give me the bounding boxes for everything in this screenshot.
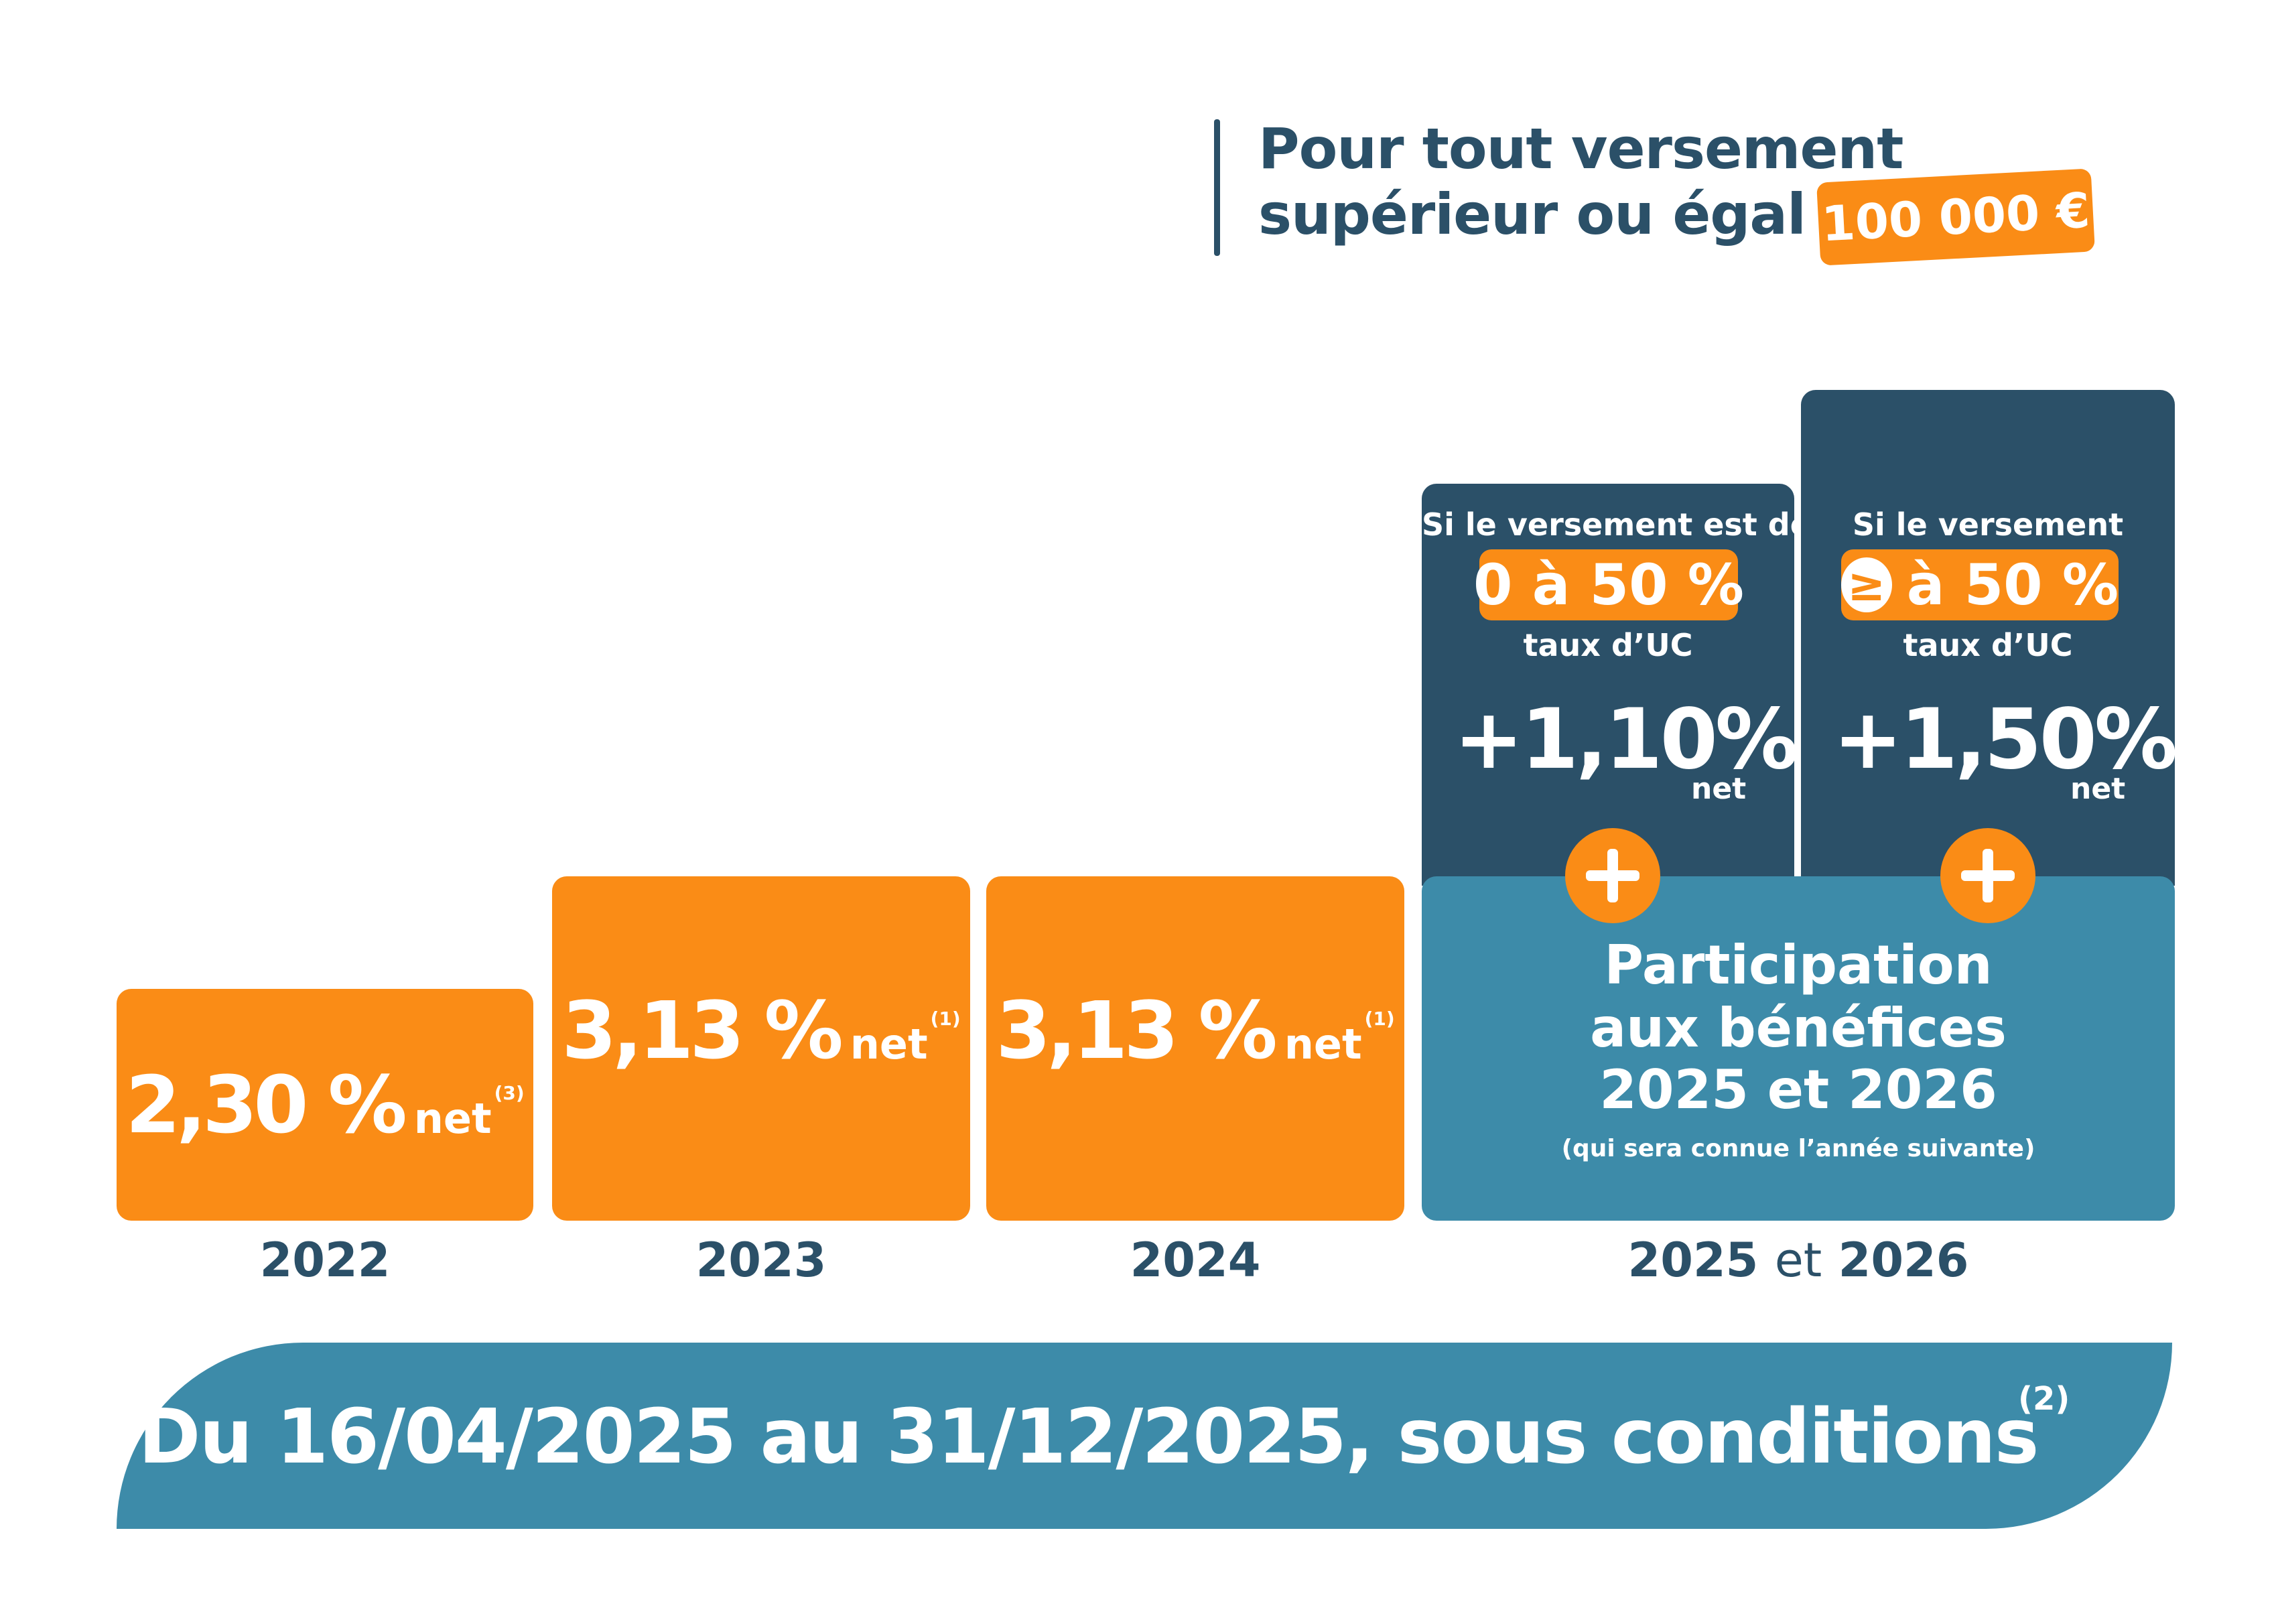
bonus-1-rate: +1,10% <box>1454 691 1798 788</box>
header-amount-badge: 100 000 € <box>1816 168 2095 266</box>
plus-icon <box>1940 828 2035 923</box>
participation-line-1: Participation <box>1604 934 1993 996</box>
header-line-1: Pour tout versement <box>1258 116 1903 182</box>
header-line-2: supérieur ou égal à <box>1258 182 1863 247</box>
bonus-1-uc-label: taux d’UC <box>1523 627 1693 663</box>
year-label-2024: 2024 <box>1130 1233 1261 1288</box>
bar-2023-suffix: net <box>850 1019 928 1069</box>
year-label-2023: 2023 <box>695 1233 827 1288</box>
participation-box: Participation aux bénéfices 2025 et 2026… <box>1422 876 2175 1221</box>
bonus-1-range-pill: 0 à 50 % <box>1473 549 1744 620</box>
bonus-2-rate: +1,50% <box>1833 691 2178 788</box>
bar-2023: 3,13 % net (1) <box>552 876 970 1221</box>
date-banner-text: Du 16/04/2025 au 31/12/2025, sous condit… <box>138 1394 2039 1481</box>
bonus-2-range-text: à 50 % <box>1906 552 2119 618</box>
date-banner <box>117 1343 2172 1529</box>
bonus-1-net: net <box>1691 772 1747 806</box>
participation-note: (qui sera connue l’année suivante) <box>1561 1135 2035 1162</box>
year-label-2025-2026: 2025 et 2026 <box>1591 1233 2006 1288</box>
date-banner-note: (2) <box>2018 1380 2070 1418</box>
bonus-box-0-50: Si le versement est de 0 à 50 % taux d’U… <box>1422 484 1811 886</box>
bar-2023-value: 3,13 % <box>561 984 843 1077</box>
bar-2022-value: 2,30 % <box>125 1059 407 1151</box>
bonus-box-gte-50: Si le versement ≥ à 50 % taux d’UC +1,50… <box>1801 390 2178 886</box>
bar-2024-note: (1) <box>1364 1007 1395 1030</box>
bonus-1-condition: Si le versement est de <box>1422 506 1811 543</box>
year-label-2026: 2026 <box>1838 1233 1969 1288</box>
bar-2023-note: (1) <box>930 1007 961 1030</box>
gte-icon: ≥ <box>1841 557 1892 612</box>
participation-line-3: 2025 et 2026 <box>1599 1059 1997 1121</box>
bar-2024-value: 3,13 % <box>996 984 1277 1077</box>
bar-2022-suffix: net <box>413 1093 492 1143</box>
bonus-2-condition: Si le versement <box>1852 506 2124 543</box>
year-label-2022: 2022 <box>259 1233 391 1288</box>
participation-line-2: aux bénéfices <box>1590 997 2007 1059</box>
bonus-2-range-pill: ≥ à 50 % <box>1841 549 2119 620</box>
bar-2024: 3,13 % net (1) <box>986 876 1404 1221</box>
bar-2022: 2,30 % net (3) <box>117 989 533 1221</box>
year-label-et: et <box>1774 1233 1822 1288</box>
bar-2022-note: (3) <box>494 1081 525 1104</box>
bar-2024-suffix: net <box>1284 1019 1362 1069</box>
header-accent-line <box>1214 119 1220 256</box>
bonus-2-uc-label: taux d’UC <box>1903 627 2073 663</box>
bonus-2-net: net <box>2070 772 2126 806</box>
plus-icon <box>1565 828 1660 923</box>
year-label-2025: 2025 <box>1627 1233 1759 1288</box>
